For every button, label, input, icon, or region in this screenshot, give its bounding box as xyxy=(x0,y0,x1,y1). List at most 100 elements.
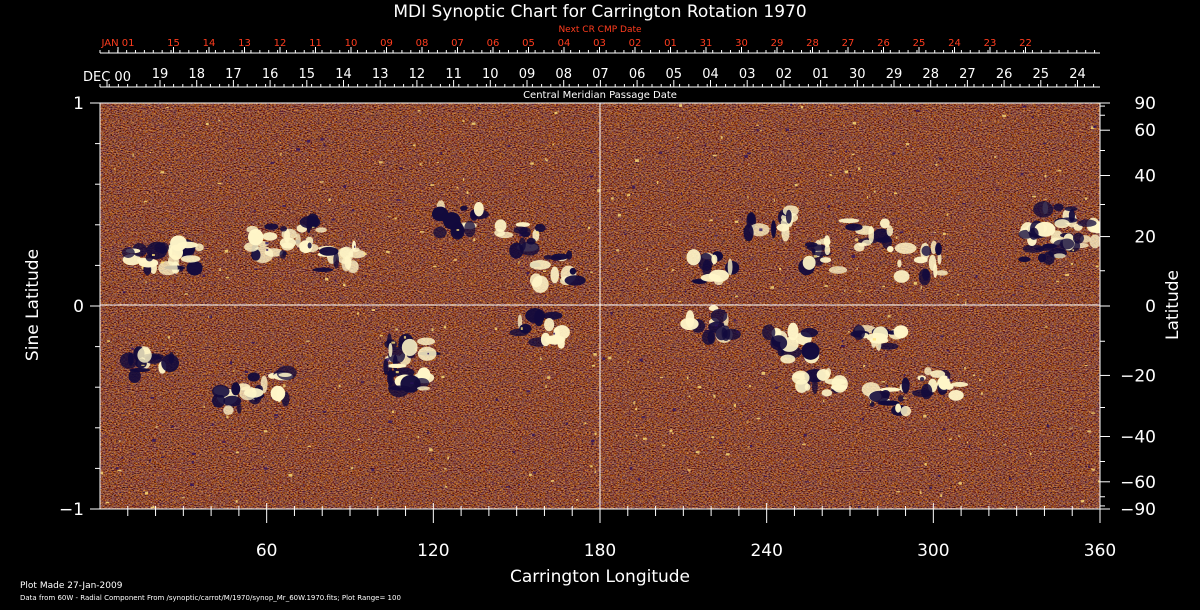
negative-flux-patch xyxy=(771,220,777,238)
y2-tick-label: 20 xyxy=(1134,228,1156,248)
negative-flux-patch xyxy=(747,213,756,225)
negative-flux-patch xyxy=(1042,251,1055,265)
flux-speckle xyxy=(114,167,116,170)
flux-speckle xyxy=(1088,465,1090,468)
flux-speckle xyxy=(545,159,548,162)
positive-flux-patch xyxy=(886,225,894,237)
negative-flux-patch xyxy=(770,335,788,351)
flux-speckle xyxy=(680,192,682,196)
flux-speckle xyxy=(191,452,196,455)
flux-speckle xyxy=(939,157,943,160)
next-date-label: 30 xyxy=(735,38,748,49)
flux-speckle xyxy=(291,282,294,284)
flux-speckle xyxy=(949,379,953,382)
negative-flux-patch xyxy=(1077,219,1097,227)
flux-speckle xyxy=(590,271,593,273)
negative-flux-patch xyxy=(509,328,529,337)
flux-speckle xyxy=(861,417,865,421)
next-date-label: 31 xyxy=(700,38,713,49)
flux-speckle xyxy=(565,422,568,425)
flux-speckle xyxy=(303,500,305,503)
source-note: Data from 60W - Radial Component From /s… xyxy=(20,594,401,602)
chart-title: MDI Synoptic Chart for Carrington Rotati… xyxy=(393,2,806,22)
flux-speckle xyxy=(244,370,248,374)
positive-flux-patch xyxy=(930,370,946,378)
flux-speckle xyxy=(746,421,749,423)
flux-speckle xyxy=(948,438,952,440)
flux-speckle xyxy=(849,174,852,178)
flux-speckle xyxy=(371,468,375,472)
flux-speckle xyxy=(218,119,221,122)
flux-speckle xyxy=(1091,468,1095,471)
negative-flux-patch xyxy=(707,330,716,345)
positive-flux-patch xyxy=(950,382,969,388)
negative-flux-patch xyxy=(276,365,297,381)
flux-speckle xyxy=(773,199,775,202)
flux-speckle xyxy=(856,267,858,270)
flux-speckle xyxy=(553,332,556,335)
flux-speckle xyxy=(512,451,516,454)
next-date-label: 06 xyxy=(487,38,500,49)
positive-flux-patch xyxy=(270,385,286,402)
flux-speckle xyxy=(253,210,256,212)
negative-flux-patch xyxy=(1022,244,1045,253)
negative-flux-patch xyxy=(1034,246,1055,251)
flux-speckle xyxy=(437,161,439,164)
flux-speckle xyxy=(923,414,927,418)
flux-speckle xyxy=(270,161,275,164)
negative-flux-patch xyxy=(698,253,714,271)
flux-speckle xyxy=(371,497,373,499)
flux-speckle xyxy=(770,286,775,289)
flux-speckle xyxy=(790,103,793,106)
flux-speckle xyxy=(379,335,383,337)
flux-speckle xyxy=(433,265,437,268)
flux-speckle xyxy=(1097,480,1100,483)
flux-speckle xyxy=(847,331,850,333)
flux-speckle xyxy=(552,143,554,146)
flux-speckle xyxy=(994,156,997,158)
flux-speckle xyxy=(756,128,759,132)
negative-flux-patch xyxy=(806,244,829,251)
flux-speckle xyxy=(761,371,766,375)
flux-speckle xyxy=(334,279,337,282)
flux-speckle xyxy=(999,507,1004,509)
flux-speckle xyxy=(319,181,324,183)
flux-speckle xyxy=(462,178,465,182)
flux-speckle xyxy=(119,440,121,442)
x-tick-label: 240 xyxy=(750,541,782,561)
flux-speckle xyxy=(942,232,946,235)
negative-flux-patch xyxy=(921,383,933,400)
y2-tick-label: 40 xyxy=(1134,167,1156,187)
negative-flux-patch xyxy=(1053,203,1064,212)
flux-speckle xyxy=(858,290,862,292)
flux-speckle xyxy=(1056,280,1059,283)
flux-speckle xyxy=(711,436,714,439)
cmp-date-label: 27 xyxy=(959,67,976,82)
flux-speckle xyxy=(851,153,855,156)
flux-speckle xyxy=(933,232,937,234)
flux-speckle xyxy=(1070,262,1073,265)
negative-flux-patch xyxy=(801,342,820,360)
negative-flux-patch xyxy=(881,389,890,399)
flux-speckle xyxy=(115,467,119,470)
y-tick-label: 0 xyxy=(73,297,84,317)
flux-speckle xyxy=(520,327,523,330)
flux-speckle xyxy=(357,312,360,315)
flux-speckle xyxy=(391,341,396,344)
negative-flux-patch xyxy=(400,375,421,393)
cmp-date-label: 02 xyxy=(776,67,793,82)
flux-speckle xyxy=(695,499,698,501)
flux-speckle xyxy=(311,226,315,228)
negative-flux-patch xyxy=(387,369,394,387)
negative-flux-patch xyxy=(811,248,816,254)
flux-speckle xyxy=(720,136,723,139)
flux-speckle xyxy=(417,109,421,112)
flux-speckle xyxy=(395,328,398,331)
flux-speckle xyxy=(996,189,999,191)
magnetogram-map xyxy=(100,103,1100,509)
negative-flux-patch xyxy=(132,243,148,257)
positive-flux-patch xyxy=(223,405,234,416)
flux-speckle xyxy=(1020,172,1023,176)
flux-speckle xyxy=(924,462,927,466)
